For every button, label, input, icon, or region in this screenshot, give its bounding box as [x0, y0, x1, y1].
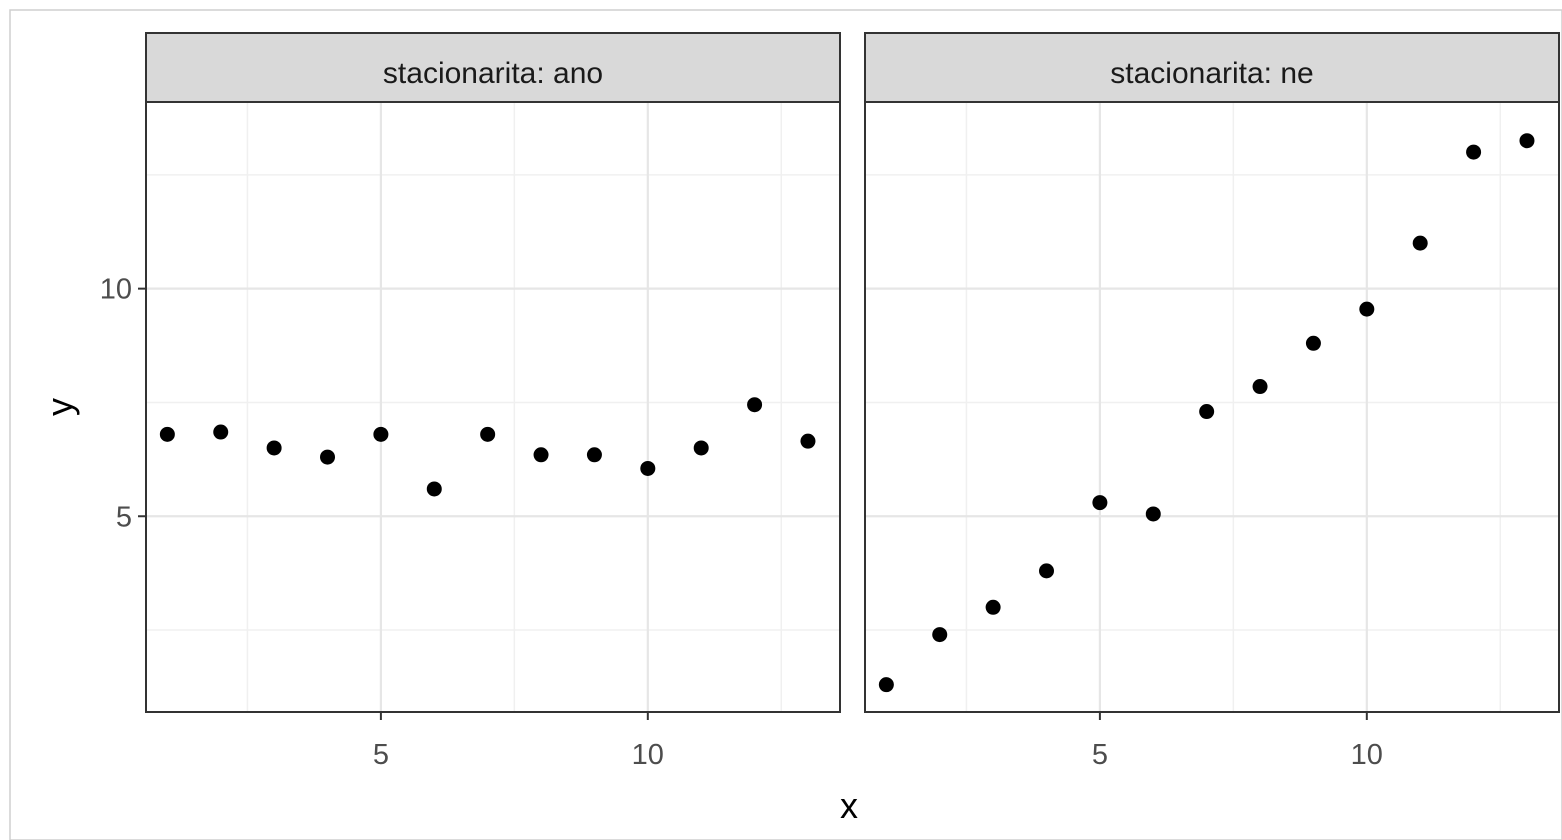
facet-strip: [864, 32, 1560, 103]
y-axis: 5 10: [100, 274, 146, 533]
facet-strip: [145, 32, 841, 103]
data-point: [213, 424, 229, 440]
data-point: [266, 440, 282, 456]
data-point: [800, 433, 816, 449]
data-point: [1412, 235, 1428, 251]
facet-strip-label: stacionarita: ano: [383, 57, 603, 90]
x-tick-label: 5: [373, 739, 389, 771]
data-point: [1359, 301, 1375, 317]
y-axis-title: y: [39, 398, 80, 416]
data-point: [1466, 144, 1482, 160]
data-point: [932, 627, 948, 643]
data-point: [1519, 133, 1535, 149]
facet-strip-label: stacionarita: ne: [1110, 57, 1313, 90]
panels: stacionarita: ano 5 10 stacionarita: ne 5 10: [145, 32, 1560, 771]
x-tick-label: 5: [1092, 739, 1108, 771]
outer-border: [9, 9, 1562, 840]
y-tick-label: 10: [100, 274, 132, 306]
data-point: [373, 426, 389, 442]
data-point: [586, 447, 602, 463]
data-point: [1092, 495, 1108, 511]
y-tick-label: 5: [116, 501, 132, 533]
x-axis-title: x: [840, 785, 858, 826]
data-point: [480, 426, 496, 442]
data-point: [1252, 379, 1268, 395]
data-point: [878, 677, 894, 693]
data-point: [985, 599, 1001, 615]
panel-1: stacionarita: ano 5 10: [145, 32, 841, 771]
x-tick-label: 10: [1351, 739, 1383, 771]
panel-2: stacionarita: ne 5 10: [864, 32, 1560, 771]
data-point: [640, 460, 656, 476]
data-point: [533, 447, 549, 463]
data-point: [1199, 404, 1215, 420]
data-point: [426, 481, 442, 497]
x-tick-label: 10: [632, 739, 664, 771]
data-point: [159, 426, 175, 442]
data-point: [320, 449, 336, 465]
data-point: [1145, 506, 1161, 522]
data-point: [747, 397, 763, 413]
panel-background: [146, 102, 840, 712]
data-point: [1039, 563, 1055, 579]
data-point: [693, 440, 709, 456]
data-point: [1305, 335, 1321, 351]
